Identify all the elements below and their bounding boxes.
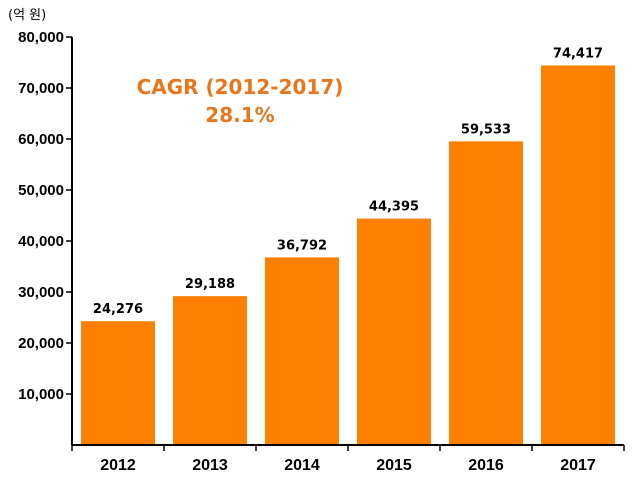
data-label-2012: 24,276 (93, 302, 143, 317)
y-tick-label-80000: 80,000 (18, 29, 64, 46)
bar-2013 (173, 296, 247, 445)
y-tick-label-10000: 10,000 (18, 386, 64, 403)
bar-2014 (265, 257, 339, 445)
y-tick-label-50000: 50,000 (18, 182, 64, 199)
data-label-2013: 29,188 (185, 277, 235, 292)
bar-2015 (357, 218, 431, 445)
cagr-annotation-title: CAGR (2012-2017) (137, 75, 344, 99)
bar-2012 (81, 321, 155, 445)
y-tick-label-30000: 30,000 (18, 284, 64, 301)
data-labels-layer: 24,276 29,188 36,792 44,395 59,533 74,417 (93, 46, 603, 317)
bar-2016 (449, 141, 523, 445)
axes-layer: 2012 2013 2014 2015 2016 2017 10,000 20,000 30,0… (18, 29, 625, 474)
y-tick-label-20000: 20,000 (18, 335, 64, 352)
data-label-2014: 36,792 (277, 238, 327, 253)
x-tick-label-2017: 2017 (560, 457, 596, 474)
bar-2017 (541, 65, 615, 445)
y-unit-label: (억 원) (8, 8, 46, 23)
x-tick-label-2016: 2016 (468, 457, 504, 474)
x-tick-label-2014: 2014 (284, 457, 320, 474)
data-label-2016: 59,533 (461, 122, 511, 137)
x-tick-label-2013: 2013 (192, 457, 228, 474)
data-label-2017: 74,417 (553, 46, 603, 61)
y-tick-label-40000: 40,000 (18, 233, 64, 250)
x-tick-label-2012: 2012 (100, 457, 136, 474)
y-tick-label-70000: 70,000 (18, 80, 64, 97)
y-tick-label-60000: 60,000 (18, 131, 64, 148)
data-label-2015: 44,395 (369, 200, 419, 215)
bars-layer (81, 65, 615, 445)
cagr-annotation-value: 28.1% (205, 103, 274, 127)
annotation-layer: CAGR (2012-2017) 28.1% (137, 75, 344, 127)
x-tick-label-2015: 2015 (376, 457, 412, 474)
